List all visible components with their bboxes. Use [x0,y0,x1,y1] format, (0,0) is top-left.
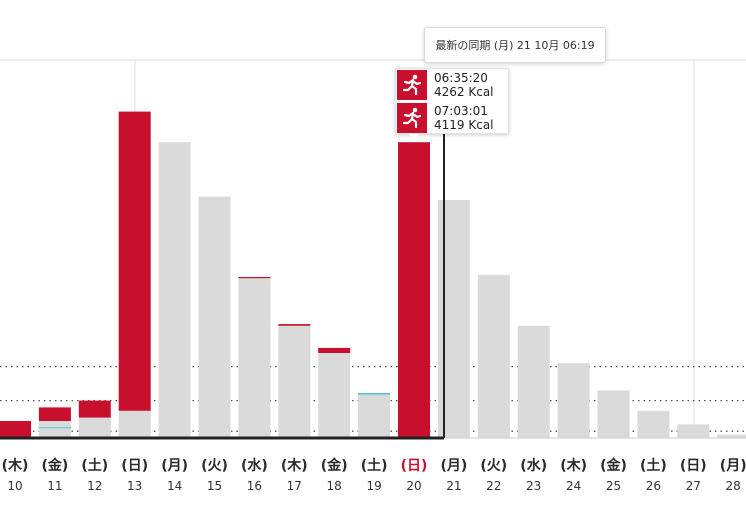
activity-entry[interactable]: 06:35:20 4262 Kcal [396,69,508,101]
baseline-bar [158,142,191,438]
activity-bar [318,347,351,353]
activity-duration: 07:03:01 [434,104,488,118]
baseline-bar [358,393,391,438]
x-tick-weekday: (日) [680,458,707,474]
baseline-bar [238,278,271,438]
baseline-bar [637,410,670,438]
last-sync-tooltip: 最新の同期 (月) 21 10月 06:19 [424,27,606,63]
x-tick-weekday: (月) [441,458,468,474]
x-tick-day: 22 [486,479,501,493]
activity-bar [238,277,271,279]
x-tick-weekday: (水) [241,457,268,474]
x-tick-weekday: (土) [640,457,667,474]
x-tick-weekday: (月) [161,458,188,474]
x-tick-weekday: (土) [361,457,388,474]
baseline-bar [318,353,351,438]
baseline-bar [717,434,746,438]
x-tick-day: 14 [167,479,182,493]
activity-details: 07:03:01 4119 Kcal [434,104,494,132]
x-tick-weekday: (火) [480,458,507,474]
activity-bar [78,400,111,418]
baseline-bar [557,363,590,438]
x-tick-day: 11 [47,479,62,493]
x-tick-day: 26 [646,479,661,493]
x-tick-day: 12 [87,479,102,493]
activity-popup: 06:35:20 4262 Kcal 07:03:01 4119 Kcal [395,68,509,134]
x-tick-day: 24 [566,479,581,493]
activity-bar [398,142,430,438]
x-tick-day: 19 [366,479,381,493]
last-sync-text: 最新の同期 (月) 21 10月 06:19 [435,39,595,52]
baseline-bar [278,325,311,438]
x-tick-weekday: (水) [520,457,547,474]
x-tick-day: 28 [726,479,741,493]
x-tick-weekday: (月) [720,458,746,474]
x-tick-weekday: (土) [81,457,108,474]
baseline-bar [198,196,231,438]
baseline-bar [437,200,470,438]
x-tick-day: 23 [526,479,541,493]
x-tick-day: 21 [446,479,461,493]
baseline-bar [677,424,710,438]
baseline-bar [118,410,151,438]
activity-bar [118,111,151,411]
baseline-bar [78,417,111,438]
x-tick-weekday: (金) [600,457,627,474]
x-tick-weekday: (木) [560,457,587,474]
popup-pointer [409,134,419,139]
x-tick-day: 27 [686,479,701,493]
x-tick-day: 15 [207,479,222,493]
chart-grid [0,59,746,438]
chart-overlay [0,134,746,440]
activity-duration: 06:35:20 [434,71,488,85]
x-tick-day: 16 [247,479,262,493]
activity-bar [278,324,311,326]
activity-bar [0,421,31,438]
x-tick-day: 17 [287,479,302,493]
x-tick-weekday: (日) [401,458,428,474]
x-tick-weekday: (金) [321,457,348,474]
running-icon [397,103,427,133]
x-tick-weekday: (金) [42,457,69,474]
running-icon [397,70,427,100]
activity-entry[interactable]: 07:03:01 4119 Kcal [396,102,508,134]
x-tick-day: 13 [127,479,142,493]
activity-bar [38,407,71,421]
x-tick-weekday: (火) [201,458,228,474]
x-tick-weekday: (木) [2,457,29,474]
x-axis-labels: (木) 10 (金) 11 (土) 12 (日) 13 (月) 14 (火) 15 (水) 16 (木) 17… [2,457,746,493]
x-tick-day: 18 [327,479,342,493]
baseline-bar [597,390,630,438]
baseline-bar [517,325,550,438]
activity-details: 06:35:20 4262 Kcal [434,71,494,99]
x-tick-day: 20 [406,479,421,493]
activity-calories: 4119 Kcal [434,118,494,132]
x-tick-weekday: (日) [121,458,148,474]
x-tick-day: 25 [606,479,621,493]
chart-bars [0,111,746,438]
baseline-bar [477,274,510,438]
baseline-bar [38,421,71,438]
x-tick-weekday: (木) [281,457,308,474]
activity-calories: 4262 Kcal [434,85,494,99]
x-tick-day: 10 [7,479,22,493]
